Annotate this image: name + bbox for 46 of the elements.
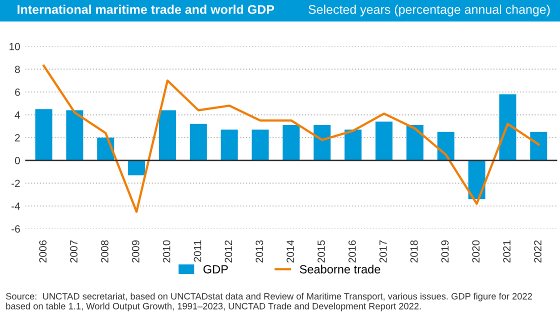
bar [406,125,424,160]
x-tick-label: 2015 [318,240,325,263]
x-tick-label: 2016 [348,240,356,263]
y-tick-label: -6 [12,225,20,233]
bar [314,125,331,160]
x-tick-label: 2019 [441,240,449,263]
x-tick-label: 2006 [39,240,47,263]
y-tick-label: -4 [12,202,20,210]
bar [252,130,269,160]
bar [66,110,84,160]
x-tick-label: 2021 [503,240,511,263]
legend-label: GDP [204,265,228,274]
y-tick-label: 8 [15,66,20,74]
bar [158,110,176,160]
bar [499,94,516,160]
bar [128,160,146,176]
bar [282,125,300,160]
source-note: Source: UNCTAD secretariat, based on UNCTADstat data and Review of Maritime Transport, various issues. GDP figure for 2022 based on table 1.1, World Output Growth, 1991–2023, UNCTAD Trade and Development Report 2022. [6,292,532,312]
x-tick-label: 2020 [472,240,480,263]
chart-subtitle: Selected years (percentage annual change) [308,4,550,16]
x-tick-label: 2011 [194,240,202,262]
bar [220,130,238,160]
bar [530,132,548,160]
y-tick-label: 6 [15,88,20,96]
bar [375,122,392,160]
x-tick-label: 2018 [410,240,418,263]
bar [190,124,207,160]
y-tick-label: 2 [15,134,20,142]
x-tick-label: 2012 [224,240,232,263]
x-tick-label: 2010 [162,240,170,263]
x-tick-label: 2009 [132,240,140,263]
x-tick-label: 2007 [70,240,78,263]
x-tick-label: 2008 [101,240,108,263]
y-tick-label: 0 [14,156,20,164]
bar [344,130,362,160]
x-tick-label: 2022 [534,240,542,263]
y-tick-label: 10 [10,42,20,50]
y-tick-label: 4 [14,111,20,119]
x-tick-label: 2013 [256,240,264,263]
x-tick-label: 2014 [286,240,294,263]
legend-label: Seaborne trade [300,264,380,274]
chart-title: International maritime trade and world GDP [18,4,274,14]
y-tick-label: -2 [12,180,20,187]
bar [35,109,52,160]
x-tick-label: 2017 [379,240,387,263]
line-series [42,64,540,213]
